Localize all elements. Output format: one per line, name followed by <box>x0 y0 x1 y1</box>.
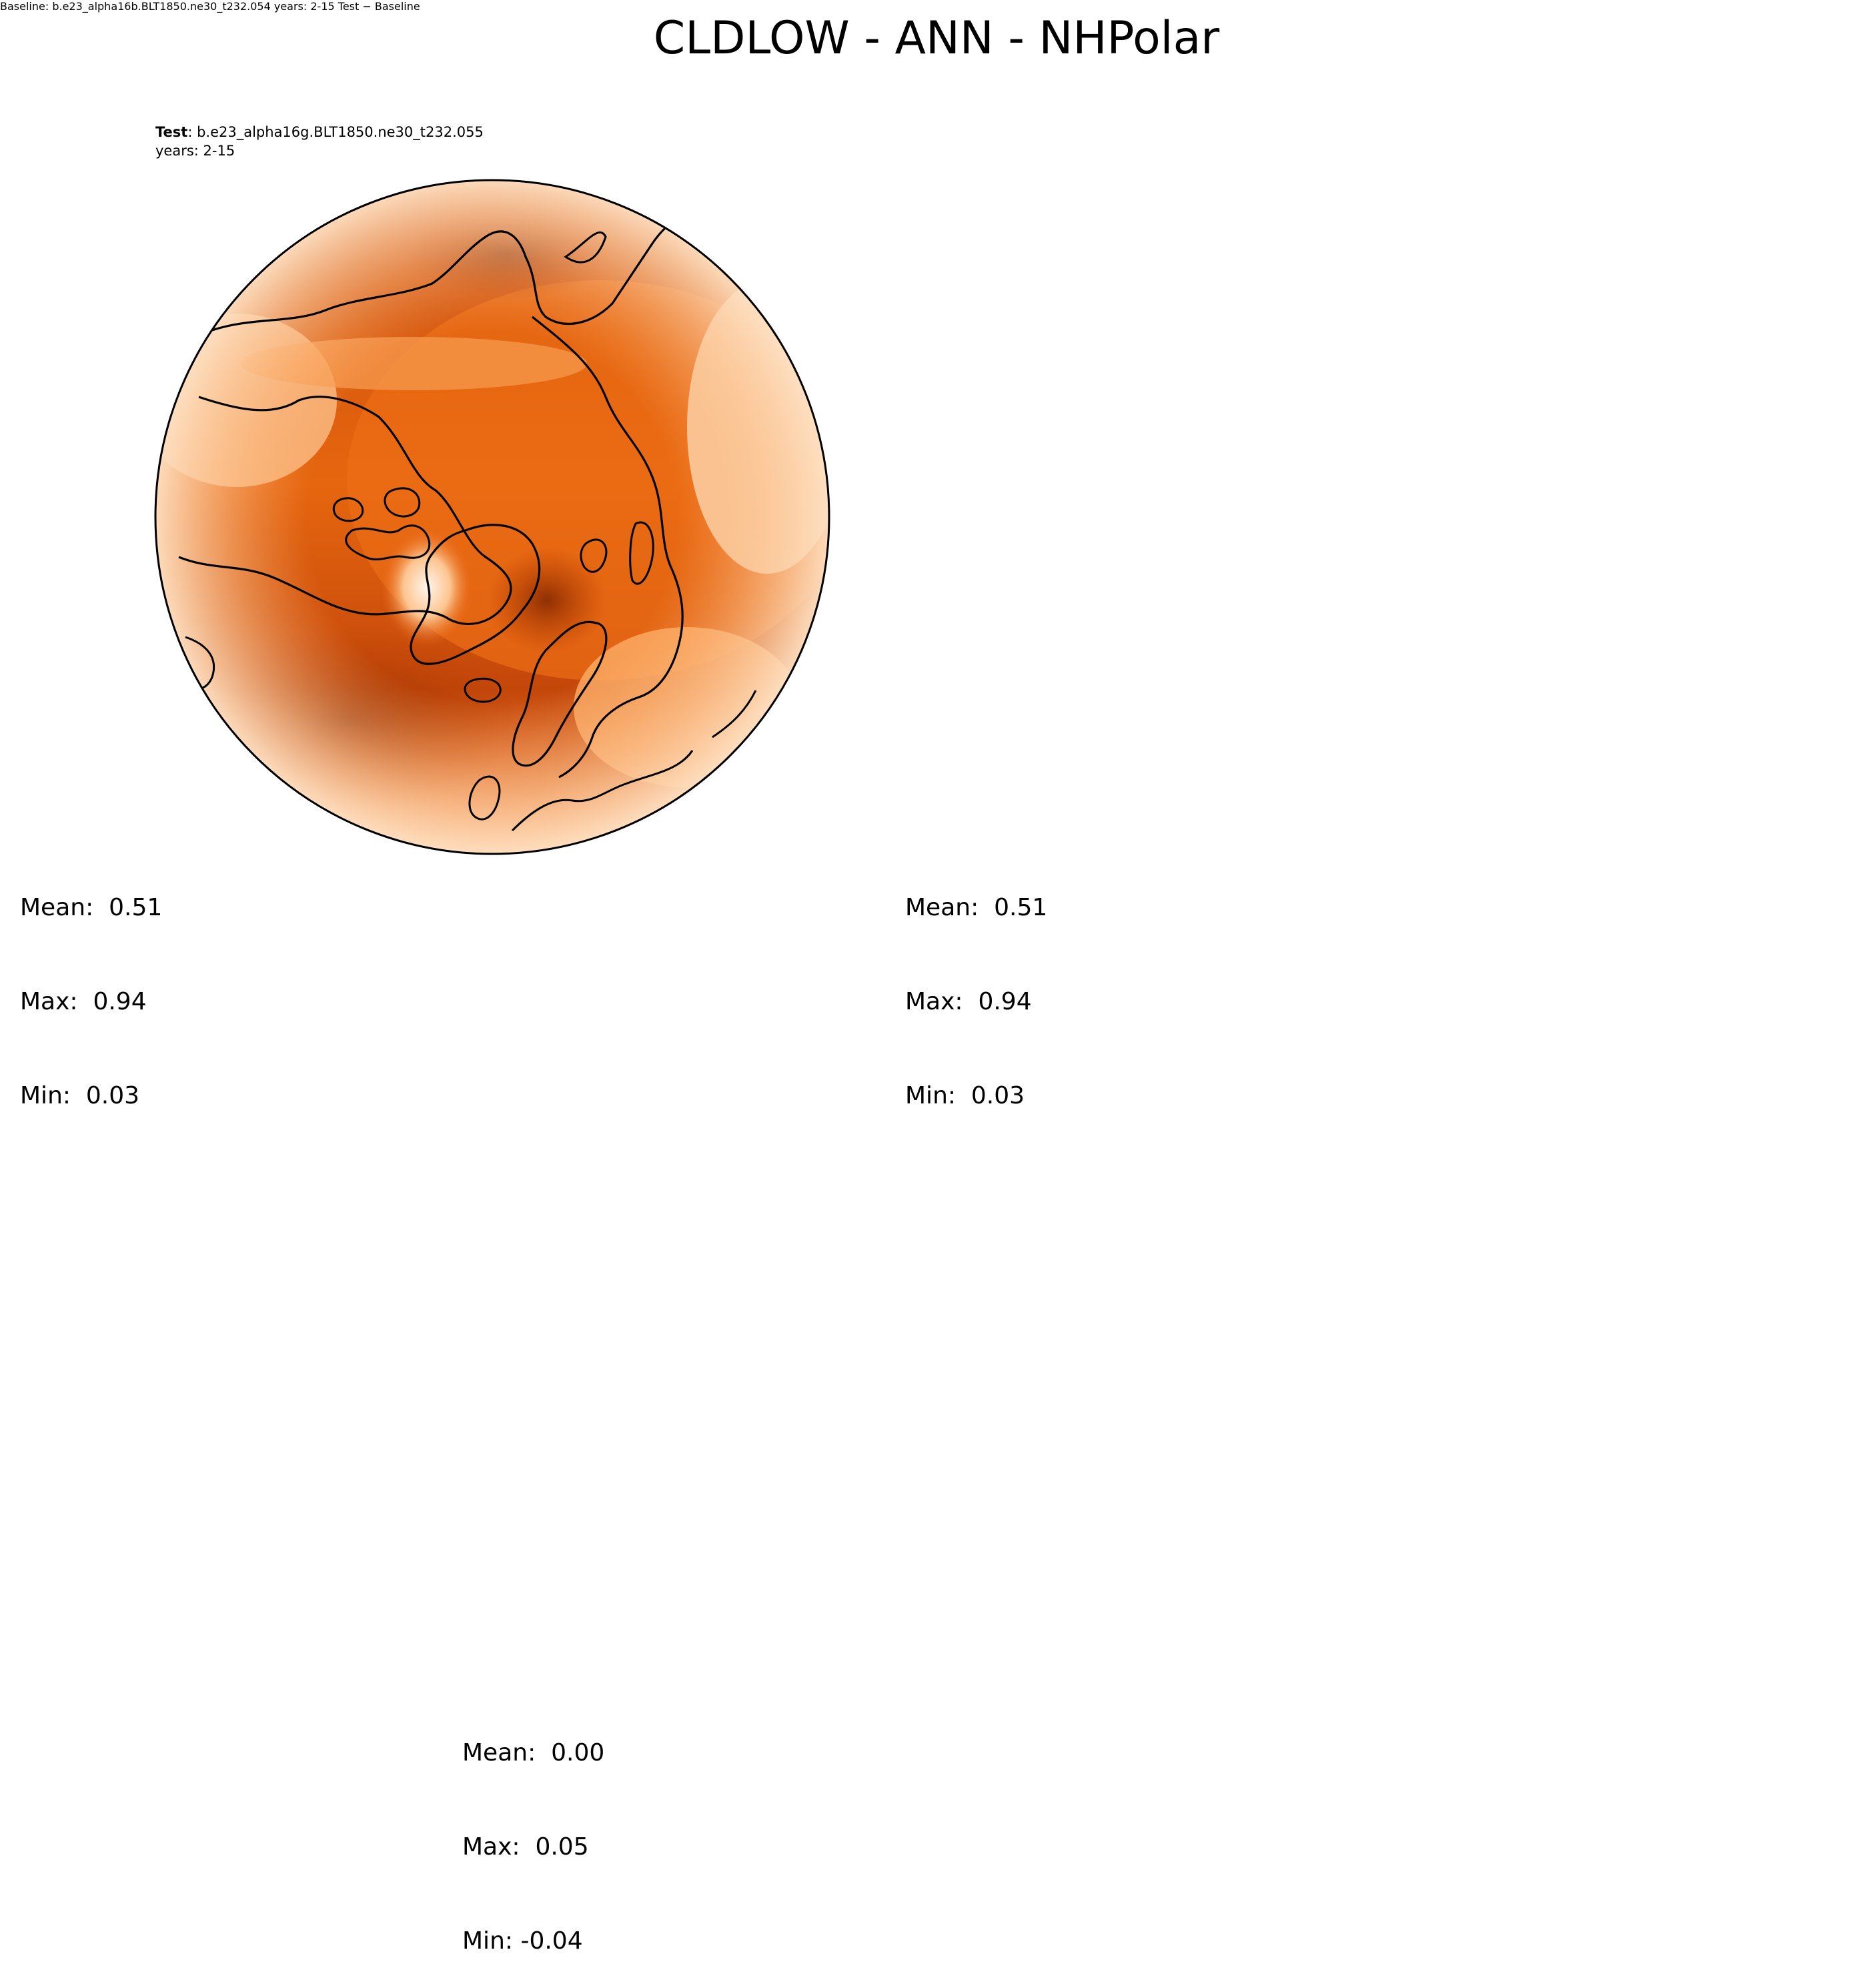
figure: CLDLOW - ANN - NHPolar Test: b.e23_alpha… <box>154 12 1219 855</box>
panel-baseline: Baseline: b.e23_alpha16b.BLT1850.ne30_t2… <box>0 0 338 13</box>
panel-test: Test: b.e23_alpha16g.BLT1850.ne30_t232.0… <box>154 124 830 855</box>
test-label-bold: Test <box>155 124 187 140</box>
baseline-label-bold: Baseline <box>0 0 45 13</box>
baseline-label-case: : b.e23_alpha16b.BLT1850.ne30_t232.054 <box>45 0 271 13</box>
test-map-boundary <box>154 179 830 855</box>
test-max: Max: 0.94 <box>20 988 147 1015</box>
panel-difference: Test − Baseline <box>338 0 420 13</box>
baseline-case-label: Baseline: b.e23_alpha16b.BLT1850.ne30_t2… <box>0 0 274 13</box>
test-label-case: : b.e23_alpha16g.BLT1850.ne30_t232.055 <box>187 124 484 141</box>
baseline-years-label: years: 2-15 <box>273 0 335 13</box>
test-years-label: years: 2-15 <box>155 143 235 159</box>
test-map-field <box>155 180 829 854</box>
figure-title: CLDLOW - ANN - NHPolar <box>654 12 1219 65</box>
baseline-stats: Mean: 0.51 Max: 0.94 Min: 0.03 <box>905 829 1047 1143</box>
test-mean: Mean: 0.51 <box>20 894 163 921</box>
baseline-min: Min: 0.03 <box>905 1082 1025 1109</box>
baseline-max: Max: 0.94 <box>905 988 1032 1015</box>
difference-label: Test − Baseline <box>338 0 420 13</box>
difference-mean: Mean: 0.00 <box>462 1739 605 1767</box>
difference-stats: Mean: 0.00 Max: 0.05 Min: -0.04 <box>462 1674 604 1988</box>
test-stats: Mean: 0.51 Max: 0.94 Min: 0.03 <box>20 829 162 1143</box>
test-min: Min: 0.03 <box>20 1082 140 1109</box>
difference-min: Min: -0.04 <box>462 1927 583 1955</box>
difference-max: Max: 0.05 <box>462 1833 589 1861</box>
test-case-label: Test: b.e23_alpha16g.BLT1850.ne30_t232.0… <box>155 124 484 141</box>
baseline-mean: Mean: 0.51 <box>905 894 1048 921</box>
